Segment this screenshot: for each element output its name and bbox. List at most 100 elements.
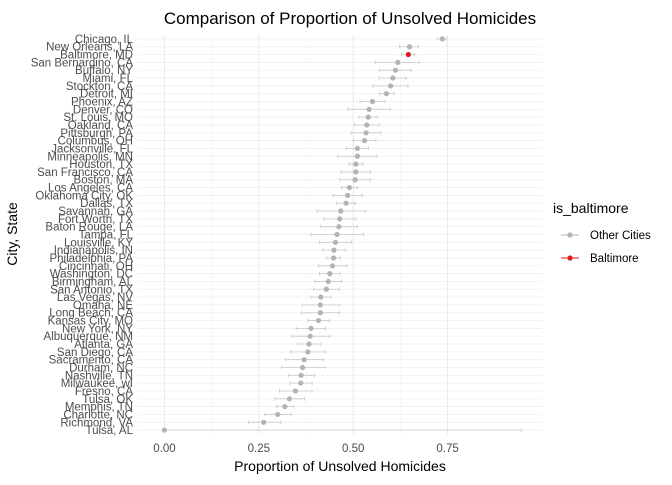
plot-area	[138, 35, 542, 434]
data-point	[305, 349, 311, 355]
y-tick-label: St. Louis, MO	[63, 112, 133, 124]
data-point	[161, 427, 168, 433]
y-tick-label: Atlanta, GA	[74, 339, 133, 351]
data-point	[338, 208, 344, 214]
y-tick-label: San Antonio, TX	[50, 284, 133, 296]
data-point	[300, 364, 306, 371]
data-point	[363, 130, 369, 136]
y-tick-label: Savannah, GA	[58, 206, 133, 218]
data-point	[282, 404, 288, 410]
y-tick-label: Miami, FL	[83, 73, 134, 85]
y-tick-label: Jacksonville, FL	[51, 143, 133, 155]
chart-title: Comparison of Proportion of Unsolved Hom…	[164, 9, 536, 28]
legend-key-point	[567, 232, 573, 238]
y-tick-label: Houston, TX	[69, 159, 133, 171]
x-axis-tick-labels: 0.00 0.25 0.50 0.75	[153, 443, 459, 455]
data-point	[292, 388, 299, 394]
data-point	[325, 278, 331, 285]
y-tick-label: Las Vegas, NV	[57, 292, 133, 304]
error-bar	[164, 428, 522, 432]
data-point	[286, 396, 293, 402]
y-tick-label: New Orleans, LA	[46, 42, 133, 54]
y-tick-label: Omaha, NE	[73, 300, 133, 312]
data-point	[365, 114, 371, 120]
y-tick-label: Denver, CO	[73, 104, 133, 116]
x-tick-label: 0.25	[248, 443, 270, 455]
y-tick-label: Indianapolis, IN	[54, 245, 133, 257]
x-axis-title: Proportion of Unsolved Homicides	[234, 458, 446, 474]
data-point	[298, 372, 304, 378]
legend-key-point	[567, 255, 573, 261]
y-tick-label: Tulsa, AL	[85, 425, 133, 437]
data-point	[354, 153, 360, 159]
data-point	[343, 200, 349, 206]
data-point	[329, 263, 336, 269]
y-tick-label: Buffalo, NY	[75, 65, 133, 77]
data-point	[387, 83, 394, 89]
y-tick-label: Kansas City, MO	[48, 316, 133, 328]
y-tick-label: New York, NY	[62, 323, 133, 335]
y-tick-label: Minneapolis, MN	[47, 151, 133, 163]
y-axis-title: City, State	[4, 202, 20, 266]
legend-label: Other Cities	[590, 230, 651, 242]
legend-entries: Other Cities Baltimore	[561, 230, 651, 265]
data-point	[395, 59, 401, 65]
data-point	[366, 106, 372, 112]
y-tick-label: Sacramento, CA	[49, 355, 134, 367]
y-tick-label: Memphis, TN	[65, 402, 133, 414]
data-point	[330, 255, 337, 261]
data-point	[331, 247, 337, 253]
y-tick-label: Phoenix, AZ	[71, 97, 133, 109]
data-point	[317, 310, 323, 316]
data-point	[307, 333, 313, 339]
y-tick-label: Dallas, TX	[80, 198, 133, 210]
y-tick-label: Columbus, OH	[58, 136, 133, 148]
y-tick-label: San Francisco, CA	[37, 167, 133, 179]
y-tick-label: Philadelphia, PA	[49, 253, 133, 265]
data-point	[275, 411, 281, 418]
y-tick-label: Louisville, KY	[64, 237, 133, 249]
data-point	[344, 192, 351, 198]
data-point	[383, 91, 390, 97]
y-tick-label: Richmond, VA	[60, 417, 133, 429]
data-point	[364, 122, 370, 128]
data-point	[390, 75, 396, 81]
y-tick-label: Fresno, CA	[75, 386, 133, 398]
y-tick-label: Oakland, CA	[68, 120, 134, 132]
y-tick-label: Baltimore, MD	[60, 50, 133, 62]
data-point	[298, 380, 304, 386]
y-tick-label: Albuquerque, NM	[44, 331, 134, 343]
y-tick-label: Tulsa, OK	[82, 394, 133, 406]
y-tick-label: Chicago, IL	[75, 34, 134, 46]
y-tick-label: Los Angeles, CA	[48, 183, 133, 195]
y-tick-label: Charlotte, NC	[63, 409, 133, 421]
legend-entry: Baltimore	[561, 253, 639, 265]
y-tick-label: Baton Rouge, LA	[45, 222, 133, 234]
data-point	[352, 177, 358, 183]
y-tick-label: San Diego, CA	[57, 347, 133, 359]
data-point	[392, 67, 399, 73]
y-tick-label: Cincinnati, OH	[59, 261, 133, 273]
legend: is_baltimore Other Cities Baltimore	[553, 200, 651, 265]
data-point	[353, 161, 359, 167]
data-point	[354, 145, 360, 152]
data-point	[327, 271, 333, 277]
data-point	[315, 317, 322, 324]
y-tick-label: Stockton, CA	[66, 81, 133, 93]
legend-entry: Other Cities	[561, 230, 651, 242]
data-point	[323, 286, 330, 292]
y-tick-label: Detroit, MI	[80, 89, 133, 101]
data-point	[261, 419, 267, 425]
y-tick-label: Nashville, TN	[65, 370, 133, 382]
y-tick-label: Fort Worth, TX	[58, 214, 133, 226]
data-point	[406, 44, 413, 50]
data-point	[439, 36, 445, 42]
y-tick-label: Oklahoma City, OK	[35, 190, 133, 202]
y-tick-label: Tampa, FL	[79, 230, 134, 242]
data-point	[332, 239, 339, 245]
data-point	[318, 294, 324, 300]
legend-title: is_baltimore	[553, 200, 629, 216]
